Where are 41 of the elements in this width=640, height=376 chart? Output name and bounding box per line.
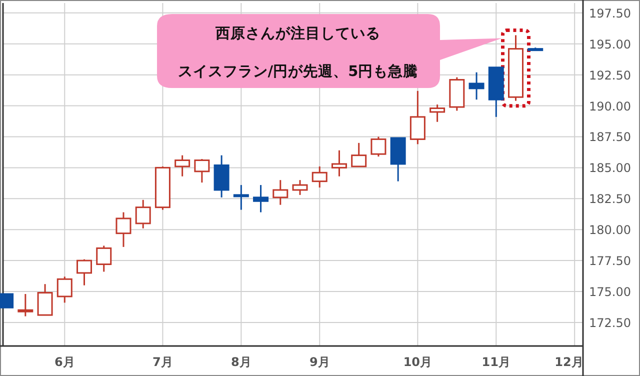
candlestick	[37, 283, 53, 316]
y-tick-label: 195.00	[589, 37, 631, 52]
candlestick	[351, 142, 367, 168]
y-tick-label: 180.00	[589, 223, 631, 238]
candlestick	[253, 184, 269, 214]
candlestick	[96, 244, 112, 272]
candlestick	[76, 258, 92, 286]
x-tick-label: 12月	[554, 355, 584, 369]
candlestick	[272, 179, 288, 206]
candlestick	[194, 158, 210, 184]
candlestick	[116, 212, 132, 248]
candlestick	[430, 104, 446, 123]
y-tick-label: 187.50	[589, 130, 631, 144]
candlestick	[292, 179, 308, 196]
y-tick-label: 190.00	[589, 99, 631, 114]
annotation: スイスフラン/円が先週、5円も急騰	[178, 63, 418, 80]
y-tick-label: 197.50	[589, 6, 631, 20]
y-tick-label: 182.50	[589, 192, 631, 206]
candlestick	[410, 90, 426, 145]
x-tick-label: 6月	[54, 355, 75, 369]
candlestick	[174, 154, 190, 178]
x-tick-label: 7月	[152, 355, 173, 369]
x-tick-label: 11月	[482, 355, 510, 369]
candlestick	[56, 276, 72, 304]
y-tick-label: 185.00	[589, 161, 631, 176]
candlestick	[468, 72, 484, 100]
x-tick-label: 8月	[230, 355, 252, 369]
candlestick	[312, 166, 328, 188]
y-tick-label: 192.50	[589, 68, 631, 82]
x-tick-label: 10月	[403, 355, 432, 369]
candlestick	[135, 199, 151, 230]
y-tick-label: 172.50	[589, 316, 631, 330]
x-tick-label: 9月	[309, 355, 330, 369]
y-tick-label: 177.50	[589, 254, 631, 268]
candlestick	[233, 184, 249, 211]
callout: 西原さんが注目している スイスフラン/円が先週、5円も急騰	[157, 14, 502, 88]
y-tick-label: 175.00	[589, 285, 631, 300]
candlestick	[18, 293, 34, 318]
candlestick	[331, 150, 347, 178]
annotation: 西原さんが注目している	[214, 24, 380, 42]
candlestick	[370, 136, 386, 158]
